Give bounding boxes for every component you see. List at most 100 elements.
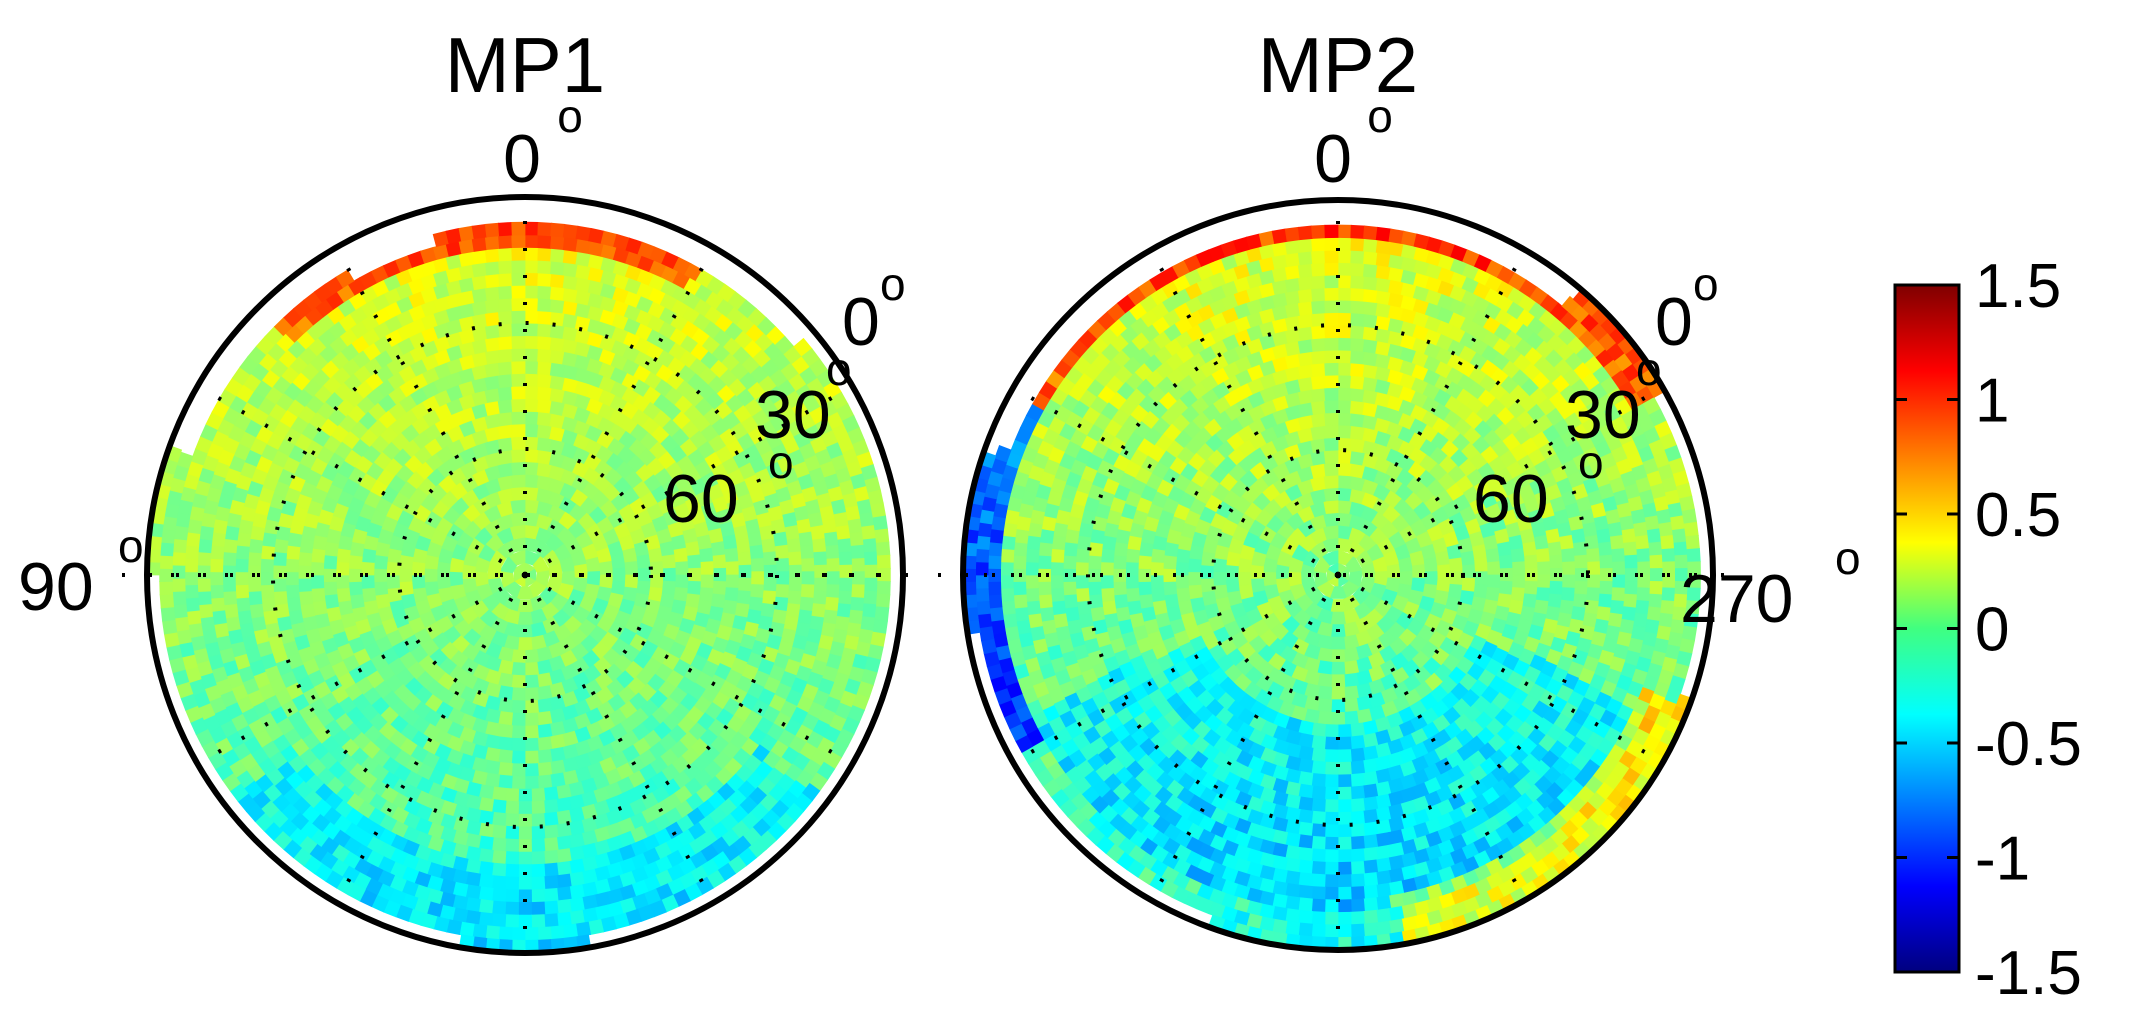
- mp1-cell-1411: [504, 838, 520, 853]
- mp1-cell-2143: [478, 899, 494, 915]
- mp1-cell-960: [297, 577, 312, 593]
- mp1-cell-758: [323, 554, 338, 570]
- mp2-cell-635: [1350, 747, 1366, 763]
- mp1-cell-515: [497, 411, 513, 427]
- mp1-cell-1832: [491, 875, 507, 890]
- mp2-cell-702: [1522, 541, 1538, 557]
- mp2-cell-319: [1461, 577, 1476, 593]
- mp1-cell-1906: [537, 247, 552, 262]
- mp2-cell-925: [1362, 783, 1379, 799]
- mp2-cell-900: [1549, 554, 1564, 570]
- mp2-cell-1495: [1607, 521, 1624, 538]
- mp1-cell-1509: [801, 557, 816, 573]
- mp1-cell-1983: [504, 888, 520, 903]
- mp1-cell-1790: [824, 531, 840, 547]
- mp2-cell-851: [1125, 547, 1141, 563]
- mp1-cell-2306: [491, 913, 507, 928]
- mp1-cell-905: [735, 538, 752, 554]
- mp2-cell-1744: [1350, 262, 1365, 277]
- mp2-cell-750: [1137, 580, 1152, 596]
- mp2-cell-452: [1485, 547, 1501, 564]
- mp2-cell-1929: [1650, 567, 1664, 583]
- mp1-cell-1281: [530, 825, 546, 840]
- mp2-cell-553: [1310, 735, 1327, 750]
- mp2-cell-1776: [1633, 521, 1649, 538]
- mp2-cell-2004: [1013, 593, 1028, 609]
- mp2-cell-418: [1187, 557, 1202, 573]
- mp2-cell-2044: [1324, 249, 1339, 264]
- mp1-cell-1542: [543, 849, 559, 865]
- mp1-cell-1686: [491, 862, 507, 878]
- mp2-cell-317: [1460, 550, 1476, 567]
- mp1-cell-2403: [874, 606, 890, 622]
- mp1-cell-2100: [852, 571, 866, 586]
- mp1-spoke-5: [523, 574, 716, 904]
- mp1-cell-1789: [822, 518, 838, 535]
- mp1-cell-387: [661, 554, 677, 570]
- mp2-cell-1930: [1649, 580, 1664, 596]
- mp1-cell-1614: [537, 272, 552, 287]
- mp1-cell-2308: [465, 909, 481, 926]
- mp2-cell-1010: [1561, 587, 1576, 603]
- mp1-cell-806: [725, 574, 740, 589]
- mp2-cell-2368: [1297, 225, 1313, 241]
- mp2-cell-1150: [1350, 810, 1366, 826]
- mp2-cell-195: [1337, 462, 1353, 477]
- mp1-cell-2096: [847, 518, 863, 535]
- mp1-cell-2138: [543, 900, 559, 916]
- mp1-cell-990: [549, 336, 566, 352]
- mp2-cell-703: [1524, 554, 1539, 570]
- mp2-cell-1892: [1350, 249, 1365, 264]
- mp2-cell-2043: [1311, 249, 1326, 264]
- mp1-cell-1222: [549, 311, 566, 327]
- mp1-cell-371: [524, 423, 540, 438]
- mp2-cell-510: [1324, 412, 1339, 426]
- mp1-cell-962: [297, 551, 313, 567]
- mp1-cell-1908: [562, 249, 579, 265]
- mp1-cell-1756: [524, 259, 539, 274]
- mp2-cell-2088: [1658, 612, 1674, 629]
- mp2-cell-1535: [1297, 846, 1314, 862]
- mp1-cell-1615: [549, 273, 566, 289]
- mp1-cell-1311: [260, 596, 276, 612]
- mp1-cell-1042: [543, 799, 559, 815]
- mp2-cell-2008: [1013, 541, 1028, 557]
- mp2-cell-2288: [1324, 911, 1339, 926]
- mp2-cell-1813: [1375, 870, 1392, 886]
- mp2-cell-259: [1448, 557, 1464, 573]
- mp2-cell-5: [1326, 561, 1339, 576]
- mp1-cell-2397: [874, 528, 890, 544]
- mp2-cell-551: [1337, 736, 1352, 751]
- mp1-cell-517: [524, 398, 539, 413]
- mp2-cell-1814: [1362, 872, 1379, 887]
- mp2-cell-1779: [1637, 561, 1651, 576]
- mp2-cell-1781: [1636, 587, 1651, 602]
- mp2-cell-1745: [1362, 263, 1379, 278]
- mp2-cell-1602: [1350, 274, 1365, 290]
- mp2-cell-232: [1225, 577, 1240, 593]
- mp2-cell-752: [1137, 554, 1152, 570]
- mp2-cell-150: [1337, 474, 1353, 489]
- mp2-cell-102: [1262, 570, 1277, 587]
- mp2-cell-436: [1349, 412, 1366, 428]
- mp1-cell-2103: [848, 609, 864, 626]
- mp2-cell-1638: [1623, 593, 1638, 609]
- mp1-cell-2484: [160, 606, 176, 622]
- mp2-cell-1529: [1375, 844, 1392, 861]
- mp1-cell-1347: [549, 298, 566, 314]
- mp1-cell-1046: [491, 799, 507, 815]
- mp1-cell-2304: [517, 914, 533, 929]
- mp1-cell-2101: [851, 584, 866, 599]
- mp2-cell-2206: [1350, 224, 1365, 239]
- mp2-cell-383: [1474, 571, 1489, 586]
- elevation-label-0-mp1: 0 o: [842, 258, 906, 360]
- heatmap-cells-mp2: [963, 224, 1701, 950]
- mp1-cell-709: [712, 554, 727, 570]
- mp1-cell-2501: [524, 939, 539, 953]
- mp2-cell-384: [1473, 583, 1489, 600]
- mp1-cell-2136: [569, 897, 585, 913]
- mp1-cell-209: [624, 560, 639, 576]
- mp2-cell-1782: [1635, 599, 1650, 616]
- mp2-cell-2128: [1284, 895, 1301, 911]
- mp2-cell-1893: [1363, 250, 1379, 266]
